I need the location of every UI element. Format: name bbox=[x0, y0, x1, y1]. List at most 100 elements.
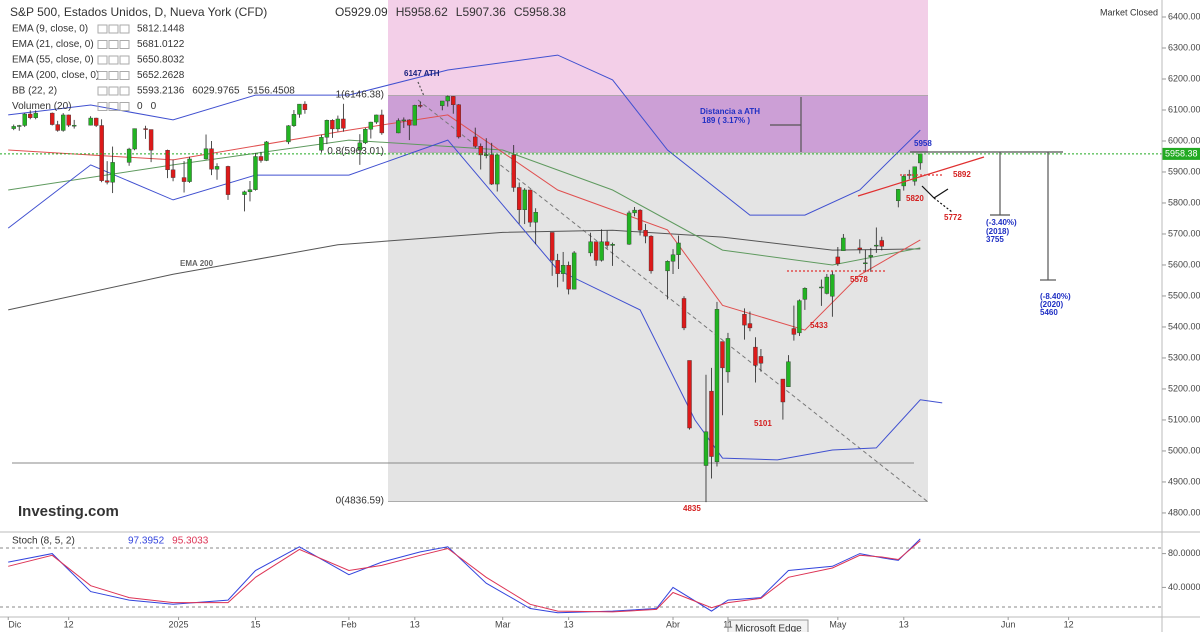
candle-body bbox=[99, 125, 104, 181]
legend-label: EMA (55, close, 0) bbox=[12, 55, 94, 66]
indicator-line bbox=[7, 139, 943, 461]
legend-icon bbox=[108, 55, 119, 65]
candle-body bbox=[148, 129, 154, 151]
y-tick-label: 5900.00 bbox=[1168, 166, 1200, 176]
legend-icon bbox=[108, 102, 119, 111]
candle-body bbox=[440, 100, 445, 106]
y-tick-label: 6400.00 bbox=[1168, 11, 1200, 21]
last-price-label: 5958.38 bbox=[1165, 148, 1198, 158]
tooltip-box bbox=[727, 619, 809, 632]
candle-body bbox=[396, 120, 401, 134]
legend-label: EMA (200, close, 0) bbox=[12, 70, 99, 81]
last-price-tag bbox=[1162, 147, 1200, 160]
legend-icon bbox=[119, 55, 130, 65]
candle-body bbox=[566, 265, 571, 290]
candle-body bbox=[330, 120, 335, 130]
candle-body bbox=[110, 162, 115, 183]
x-tick-label: 13 bbox=[899, 619, 909, 629]
candle-body bbox=[17, 125, 22, 127]
annotation: EMA 200 bbox=[180, 259, 214, 268]
logo: Investing.com bbox=[18, 503, 119, 520]
candle-body bbox=[560, 265, 566, 274]
candle-body bbox=[214, 166, 220, 170]
candle-body bbox=[593, 241, 599, 261]
candle-body bbox=[401, 119, 407, 122]
candle-body bbox=[522, 189, 527, 211]
y-tick-label: 5400.00 bbox=[1168, 321, 1200, 331]
candle-body bbox=[418, 105, 423, 107]
legend-icon bbox=[108, 24, 119, 34]
annotation: 5772 bbox=[944, 213, 962, 222]
candle-body bbox=[324, 120, 330, 138]
candle-body bbox=[456, 104, 461, 138]
candle-body bbox=[742, 314, 747, 326]
legend-icon bbox=[97, 55, 108, 65]
drawing-layer bbox=[12, 0, 929, 503]
indicator-line bbox=[8, 54, 921, 216]
candle-body bbox=[319, 137, 324, 151]
fib-zone bbox=[388, 152, 928, 502]
legend-icon bbox=[119, 102, 130, 111]
candle-body bbox=[868, 255, 874, 258]
candle-body bbox=[335, 118, 341, 130]
candle-body bbox=[610, 244, 615, 246]
x-tick-label: 2025 bbox=[169, 619, 189, 629]
candle-body bbox=[835, 256, 841, 264]
candle-body bbox=[753, 346, 758, 366]
y-tick-label: 5800.00 bbox=[1168, 197, 1200, 207]
legend-value: 5652.2628 bbox=[137, 70, 185, 81]
y-tick-label: 5100.00 bbox=[1168, 414, 1200, 424]
legend-icon bbox=[97, 102, 108, 111]
legend-icon bbox=[119, 40, 130, 49]
indicator-line bbox=[8, 139, 921, 266]
candle-body bbox=[33, 112, 38, 118]
candle-body bbox=[55, 124, 60, 131]
market-status: Market Closed bbox=[1100, 7, 1158, 17]
candle-body bbox=[533, 212, 538, 223]
candle-body bbox=[297, 103, 302, 115]
candle-body bbox=[632, 209, 637, 214]
annotation: (2020) bbox=[1040, 300, 1063, 309]
candle-body bbox=[93, 117, 99, 126]
y-tick-label: 6000.00 bbox=[1168, 135, 1200, 145]
candle-body bbox=[60, 114, 66, 131]
annotation: (2018) bbox=[986, 227, 1009, 236]
candle-body bbox=[28, 113, 33, 118]
candle-body bbox=[242, 191, 247, 195]
x-tick-label: 13 bbox=[410, 619, 420, 629]
candle-body bbox=[104, 180, 110, 183]
candle-body bbox=[780, 378, 786, 403]
fib-label: 0.8(5963.01) bbox=[327, 146, 384, 157]
candle-body bbox=[71, 124, 77, 127]
x-tick-label: 13 bbox=[564, 619, 574, 629]
legend-icon bbox=[97, 71, 108, 80]
stoch-value: 97.3952 bbox=[128, 536, 165, 547]
fib-zone bbox=[388, 0, 928, 96]
candle-body bbox=[374, 114, 379, 123]
drawing-line bbox=[921, 185, 935, 199]
y-tick-label: 5600.00 bbox=[1168, 259, 1200, 269]
candle-body bbox=[863, 262, 868, 265]
drawing-line bbox=[417, 81, 425, 97]
candle-body bbox=[165, 150, 170, 171]
candle-body bbox=[797, 300, 802, 334]
candle-body bbox=[126, 148, 132, 163]
fib-label: 1(6146.38) bbox=[336, 89, 384, 100]
legend-icon bbox=[97, 24, 108, 34]
candle-body bbox=[88, 117, 93, 126]
candle-body bbox=[379, 114, 385, 134]
legend-icon bbox=[119, 24, 130, 34]
trend-line bbox=[417, 99, 929, 503]
y-tick-label: 6100.00 bbox=[1168, 104, 1200, 114]
candle-body bbox=[681, 298, 687, 329]
candle-body bbox=[181, 177, 187, 182]
legend-label: Volumen (20) bbox=[12, 101, 71, 112]
candle-body bbox=[363, 129, 368, 144]
annotation: 5958 bbox=[914, 139, 932, 148]
candle-body bbox=[599, 241, 604, 261]
annotation: Distancia a ATH bbox=[700, 107, 760, 116]
candle-body bbox=[209, 148, 214, 170]
candle-body bbox=[478, 146, 483, 156]
candle-body bbox=[896, 189, 901, 202]
